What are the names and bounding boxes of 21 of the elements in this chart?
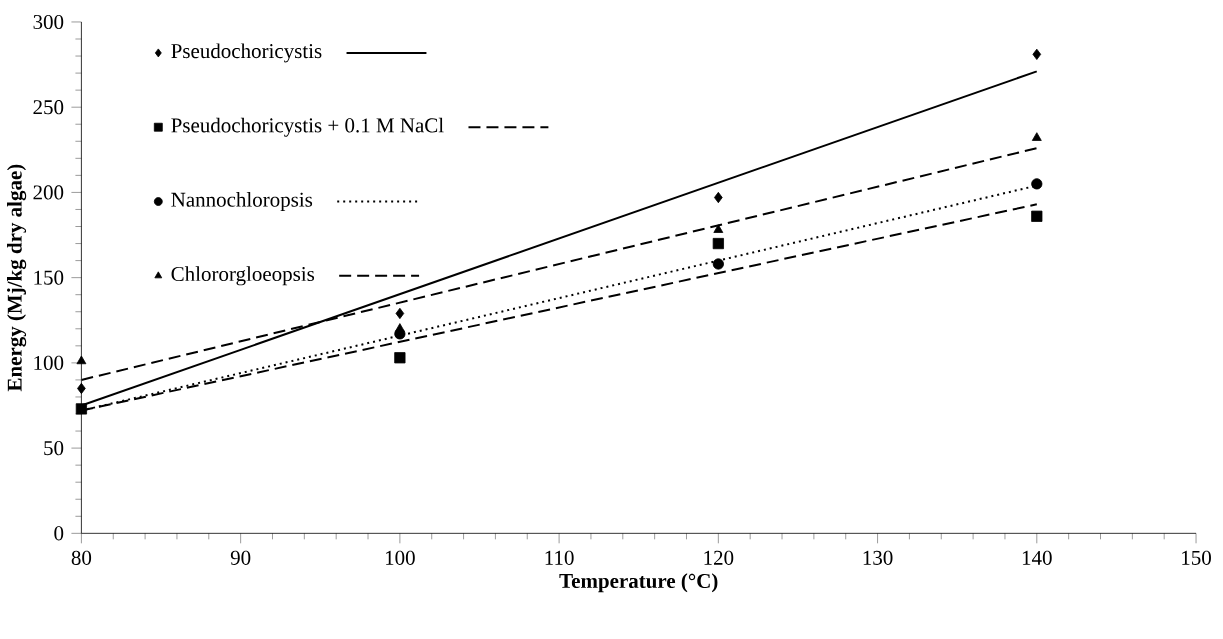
x-tick-label: 80 [71,550,92,565]
y-tick-label: 300 [33,14,64,29]
x-tick-label: 140 [1022,550,1052,565]
x-tick-label: 100 [385,550,415,565]
x-axis-title: Temperature (°C) [559,573,718,593]
legend-label: Pseudochoricystis [171,43,322,63]
y-tick-label: 150 [34,270,64,285]
x-tick-label: 150 [1182,550,1211,565]
y-axis-title: Energy (Mj/kg dry algae) [7,164,27,392]
y-tick-label: 200 [33,185,64,200]
legend-label: Nannochloropsis [171,191,313,211]
legend-label: Pseudochoricystis + 0.1 M NaCl [171,117,444,137]
x-tick-label: 130 [863,550,893,565]
y-tick-label: 100 [34,355,64,370]
y-tick-label: 250 [33,100,64,115]
x-tick-label: 110 [545,550,574,565]
x-tick-label: 90 [230,550,251,565]
y-tick-label: 0 [54,526,64,541]
legend-label: Chlororgloeopsis [171,266,315,286]
y-tick-label: 50 [44,440,64,456]
x-tick-label: 120 [704,550,734,565]
